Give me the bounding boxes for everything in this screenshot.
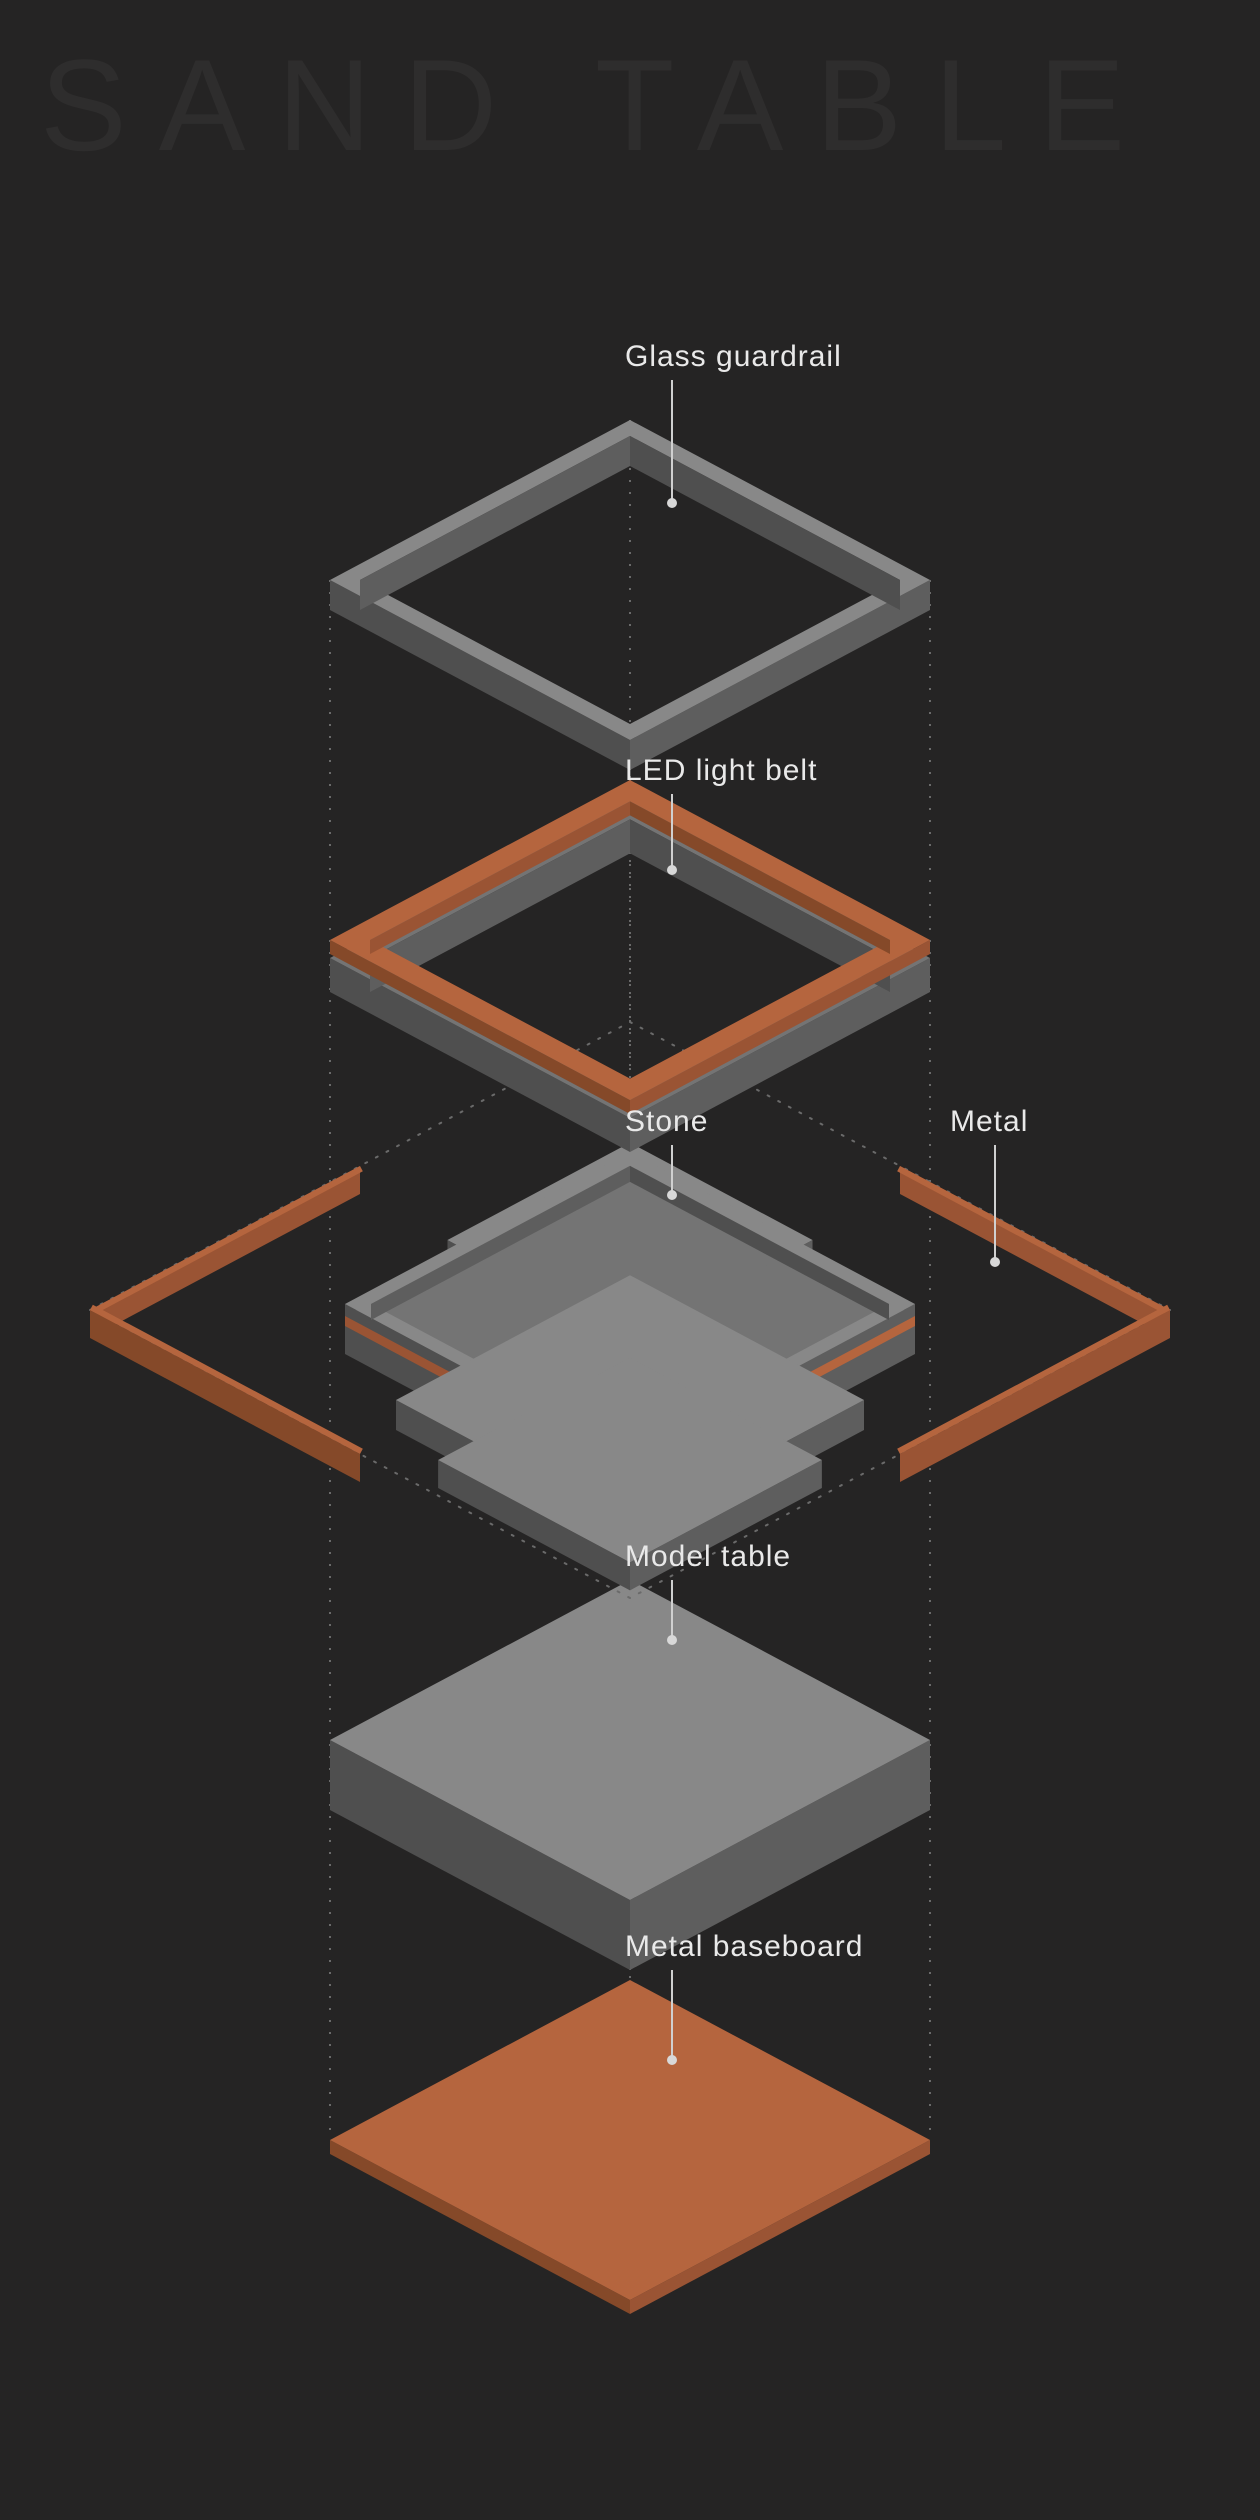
layer-led [330,780,930,1152]
label-led: LED light belt [625,754,817,788]
wing-right [897,1166,1170,1482]
label-glass: Glass guardrail [625,340,842,374]
layer-baseboard [330,1980,930,2314]
stone-core [345,1143,915,1591]
exploded-diagram [0,0,1260,2520]
layer-model-table [330,1580,930,1970]
label-model: Model table [625,1540,791,1574]
label-base: Metal baseboard [625,1930,863,1964]
label-stone: Stone [625,1105,708,1139]
wing-left [90,1166,363,1482]
layer-glass [330,420,930,770]
label-metal: Metal [950,1105,1028,1139]
layer-stone [90,1143,1170,1591]
